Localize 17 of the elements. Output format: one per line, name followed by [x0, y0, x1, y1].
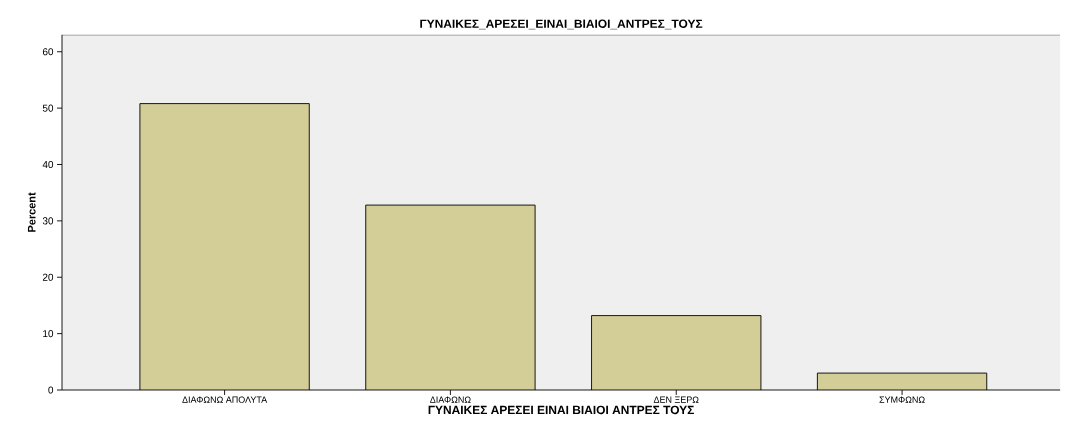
y-tick-label: 20: [42, 273, 54, 281]
x-tick-label: ΔΙΑΦΩΝΩ ΑΠΟΛΥΤΑ: [182, 396, 268, 403]
y-tick-label: 60: [42, 48, 54, 56]
y-tick-label: 10: [43, 330, 54, 338]
bar: [365, 205, 536, 390]
x-tick-label: ΔΕΝ ΞΕΡΩ: [653, 396, 699, 403]
y-axis-title: Percent: [27, 192, 36, 232]
chart-title: ΓΥΝΑΙΚΕΣ_ΑΡΕΣΕΙ_ΕΙΝΑΙ_ΒΙΑΙΟΙ_ΑΝΤΡΕΣ_ΤΟΥΣ: [420, 19, 703, 30]
y-tick-label: 30: [42, 217, 54, 225]
y-tick-label: 50: [42, 104, 54, 112]
y-tick-label: 40: [42, 160, 54, 169]
x-tick-label: ΣΥΜΦΩΝΩ: [879, 396, 925, 403]
x-tick-label: ΔΙΑΦΩΝΩ: [430, 396, 471, 403]
y-tick-label: 0: [48, 386, 54, 394]
bar: [591, 315, 761, 390]
bar: [139, 103, 310, 390]
x-axis-title: ΓΥΝΑΙΚΕΣ ΑΡΕΣΕΙ ΕΙΝΑΙ ΒΙΑΙΟΙ ΑΝΤΡΕΣ ΤΟΥΣ: [428, 405, 694, 415]
